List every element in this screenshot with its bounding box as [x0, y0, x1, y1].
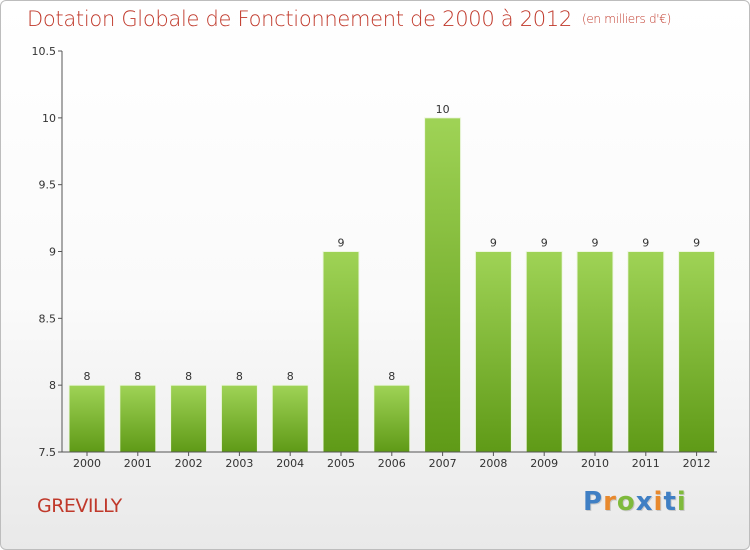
- bar-2012: [678, 251, 716, 453]
- data-label-2003: 8: [236, 370, 243, 383]
- x-tick-label-2012: 2012: [683, 457, 711, 470]
- x-tick-label-2004: 2004: [276, 457, 304, 470]
- bar-2004: [271, 384, 309, 453]
- bar-2001: [119, 384, 157, 453]
- x-tick-label-2001: 2001: [124, 457, 152, 470]
- data-label-2010: 9: [592, 237, 599, 250]
- x-tick-label-2005: 2005: [327, 457, 355, 470]
- y-tick-label-8.5: 8.5: [39, 312, 57, 325]
- commune-name: GREVILLY: [37, 495, 122, 517]
- bar-2003: [220, 384, 258, 453]
- data-label-2004: 8: [287, 370, 294, 383]
- data-label-2006: 8: [388, 370, 395, 383]
- y-tick-label-9.5: 9.5: [39, 179, 57, 192]
- data-label-2008: 9: [490, 237, 497, 250]
- bars-layer: [68, 117, 716, 453]
- proxiti-logo: Proxiti: [583, 487, 687, 517]
- x-tick-label-2003: 2003: [225, 457, 253, 470]
- data-label-2005: 9: [338, 237, 345, 250]
- y-tick-label-10: 10: [42, 112, 56, 125]
- bar-2006: [373, 384, 411, 453]
- data-label-2009: 9: [541, 237, 548, 250]
- bar-2002: [170, 384, 208, 453]
- logo-letter: P: [583, 487, 604, 517]
- chart-title-text: Dotation Globale de Fonctionnement de 20…: [27, 7, 572, 31]
- data-label-2002: 8: [185, 370, 192, 383]
- bar-2005: [322, 251, 360, 453]
- axis-layer: [58, 50, 717, 456]
- x-tick-label-2007: 2007: [429, 457, 457, 470]
- logo-letter: x: [635, 487, 654, 517]
- x-tick-label-2009: 2009: [530, 457, 558, 470]
- bar-2008: [474, 251, 512, 453]
- logo-letter: r: [603, 487, 617, 517]
- x-tick-label-2002: 2002: [175, 457, 203, 470]
- bar-2000: [68, 384, 106, 453]
- logo-letter: i: [676, 487, 687, 517]
- logo-letter: o: [616, 487, 636, 517]
- data-label-2012: 9: [693, 237, 700, 250]
- bar-2011: [627, 251, 665, 453]
- bar-2009: [525, 251, 563, 453]
- data-label-2001: 8: [134, 370, 141, 383]
- y-tick-label-8: 8: [49, 379, 56, 392]
- x-tick-label-2010: 2010: [581, 457, 609, 470]
- bar-2007: [424, 117, 462, 453]
- x-tick-label-2000: 2000: [73, 457, 101, 470]
- y-tick-label-9: 9: [49, 246, 56, 259]
- x-tick-label-2008: 2008: [479, 457, 507, 470]
- data-label-2011: 9: [642, 237, 649, 250]
- logo-letter: t: [663, 487, 677, 517]
- bar-2010: [576, 251, 614, 453]
- chart-title: Dotation Globale de Fonctionnement de 20…: [27, 7, 671, 31]
- data-label-2000: 8: [84, 370, 91, 383]
- x-tick-label-2011: 2011: [632, 457, 660, 470]
- y-tick-label-10.5: 10.5: [32, 45, 57, 58]
- x-tick-label-2006: 2006: [378, 457, 406, 470]
- y-tick-label-7.5: 7.5: [39, 446, 57, 459]
- chart-subtitle: (en milliers d'€): [581, 12, 671, 26]
- labels-layer: 8 2000 8 2001 8 2002 8 2003 8 2004 9 2005 8 2006 10 200…: [32, 45, 711, 470]
- logo-letter: i: [653, 487, 664, 517]
- data-label-2007: 10: [436, 103, 450, 116]
